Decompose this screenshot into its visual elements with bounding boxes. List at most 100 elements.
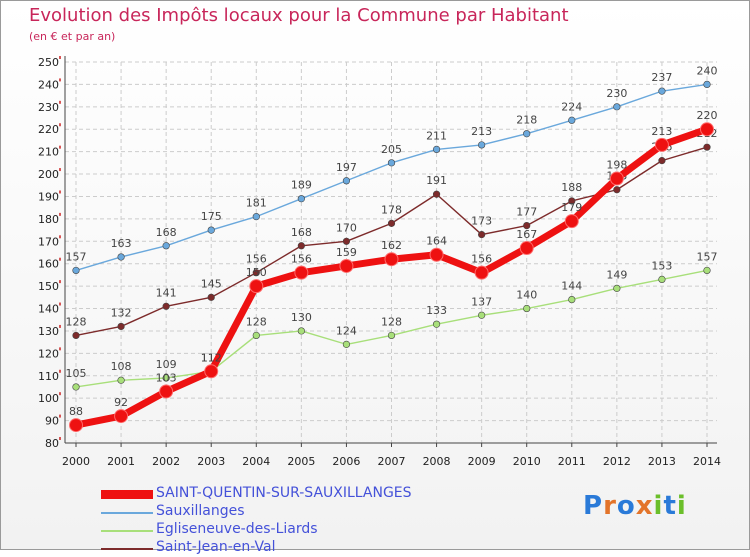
data-point bbox=[523, 130, 531, 138]
data-label: 128 bbox=[246, 315, 267, 328]
data-point bbox=[72, 331, 80, 340]
data-label: 145 bbox=[201, 277, 222, 290]
data-label: 128 bbox=[381, 315, 402, 328]
proxiti-logo: Proxiti bbox=[583, 491, 687, 521]
data-point bbox=[252, 213, 260, 221]
data-label: 224 bbox=[561, 100, 582, 113]
x-tick-label: 2010 bbox=[513, 455, 541, 468]
data-point bbox=[252, 269, 260, 277]
data-label: 237 bbox=[651, 71, 672, 84]
data-label: 177 bbox=[516, 206, 537, 219]
x-tick-label: 2009 bbox=[468, 455, 496, 468]
data-label: 163 bbox=[111, 237, 132, 250]
data-label: 189 bbox=[291, 179, 312, 192]
y-tick-label: 250 bbox=[38, 56, 59, 69]
data-label: 181 bbox=[246, 197, 267, 210]
data-point bbox=[297, 195, 305, 203]
data-point bbox=[297, 242, 305, 250]
data-point bbox=[162, 302, 170, 310]
y-tick-label: 220 bbox=[38, 123, 59, 136]
data-point bbox=[69, 418, 83, 433]
y-tick-label: 170 bbox=[38, 235, 59, 248]
data-label: 112 bbox=[201, 351, 222, 364]
data-point bbox=[297, 327, 305, 335]
data-point bbox=[478, 230, 486, 239]
x-tick-label: 2000 bbox=[62, 455, 90, 468]
data-label: 141 bbox=[156, 286, 177, 299]
x-tick-label: 2012 bbox=[603, 455, 631, 468]
data-point bbox=[703, 266, 711, 275]
data-label: 205 bbox=[381, 143, 402, 156]
data-label: 153 bbox=[651, 259, 672, 272]
data-label: 213 bbox=[651, 125, 672, 138]
y-tick-label: 200 bbox=[38, 168, 59, 181]
x-tick-label: 2004 bbox=[242, 455, 270, 468]
data-point bbox=[478, 141, 486, 149]
data-point bbox=[523, 222, 531, 230]
data-label: 144 bbox=[561, 280, 582, 293]
x-tick-label: 2014 bbox=[693, 455, 721, 468]
data-label: 159 bbox=[336, 246, 357, 259]
x-tick-label: 2005 bbox=[287, 455, 315, 468]
y-tick-label: 120 bbox=[38, 347, 59, 360]
data-label: 88 bbox=[69, 405, 83, 418]
data-point bbox=[523, 304, 531, 313]
data-point bbox=[114, 409, 129, 424]
y-tick-label: 130 bbox=[38, 325, 59, 338]
data-point bbox=[703, 80, 711, 89]
data-point bbox=[613, 103, 621, 111]
data-label: 164 bbox=[426, 235, 447, 248]
data-label: 167 bbox=[516, 228, 537, 241]
data-label: 150 bbox=[246, 266, 267, 279]
data-point bbox=[294, 265, 309, 280]
data-label: 178 bbox=[381, 203, 402, 216]
data-label: 173 bbox=[471, 215, 492, 228]
data-point bbox=[658, 157, 666, 165]
chart-subtitle: (en € et par an) bbox=[29, 30, 116, 43]
data-label: 168 bbox=[156, 226, 177, 239]
data-point bbox=[474, 265, 489, 280]
data-label: 170 bbox=[336, 221, 357, 234]
data-label: 109 bbox=[156, 358, 177, 371]
data-point bbox=[204, 364, 219, 379]
y-tick-label: 150 bbox=[38, 280, 59, 293]
data-label: 198 bbox=[606, 159, 627, 172]
data-label: 108 bbox=[111, 360, 132, 373]
data-label: 149 bbox=[606, 268, 627, 281]
legend-label: Saint-Jean-en-Val bbox=[156, 539, 276, 555]
logo-letter: i bbox=[653, 491, 664, 521]
data-point bbox=[564, 214, 579, 229]
data-label: 132 bbox=[111, 306, 132, 319]
y-tick-label: 160 bbox=[38, 258, 59, 271]
data-point bbox=[568, 197, 576, 205]
logo-letter: i bbox=[676, 491, 687, 521]
logo-letter: o bbox=[616, 491, 636, 521]
data-label: 240 bbox=[697, 64, 718, 77]
x-tick-label: 2002 bbox=[152, 455, 180, 468]
data-label: 124 bbox=[336, 324, 357, 337]
data-point bbox=[384, 252, 399, 267]
data-point bbox=[159, 384, 174, 399]
y-tick-label: 230 bbox=[38, 101, 59, 114]
y-tick-label: 80 bbox=[45, 437, 59, 450]
data-label: 168 bbox=[291, 226, 312, 239]
data-label: 220 bbox=[697, 109, 718, 122]
data-point bbox=[339, 258, 354, 273]
data-label: 133 bbox=[426, 304, 447, 317]
data-point bbox=[703, 143, 711, 151]
y-tick-label: 240 bbox=[38, 78, 59, 91]
data-point bbox=[700, 122, 714, 137]
legend-swatch bbox=[101, 490, 153, 499]
data-point bbox=[613, 186, 621, 194]
legend-label: Sauxillanges bbox=[156, 503, 245, 519]
data-point bbox=[609, 171, 624, 186]
data-label: 162 bbox=[381, 239, 402, 252]
y-tick-label: 180 bbox=[38, 213, 59, 226]
data-point bbox=[519, 241, 534, 256]
x-tick-label: 2003 bbox=[197, 455, 225, 468]
legend-label: SAINT-QUENTIN-SUR-SAUXILLANGES bbox=[156, 485, 412, 501]
data-point bbox=[162, 242, 170, 250]
data-point bbox=[658, 275, 666, 283]
